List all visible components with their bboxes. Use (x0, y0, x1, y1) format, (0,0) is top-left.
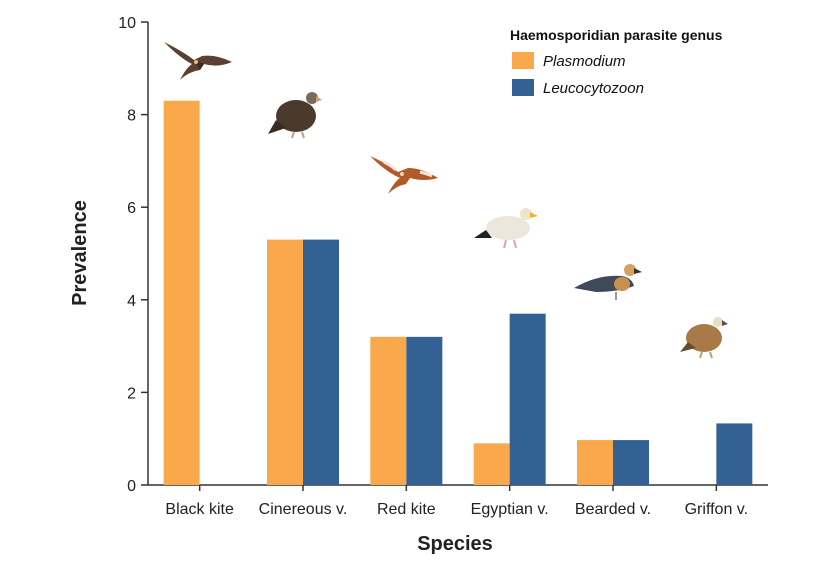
bar-plasmodium-cinereous-v (267, 239, 303, 485)
x-axis-title: Species (417, 533, 493, 555)
y-tick-label: 10 (118, 15, 136, 32)
x-tick-label-griffon-v: Griffon v. (685, 501, 748, 518)
griffon-vulture-bird-icon (680, 317, 728, 359)
cinereous-vulture-bird-icon (268, 92, 322, 139)
red-kite-bird-icon (370, 156, 438, 194)
bar-leucocytozoon-griffon-v (716, 423, 753, 485)
bar-plasmodium-red-kite (370, 336, 407, 485)
bar-leucocytozoon-red-kite (406, 336, 443, 485)
bar-plasmodium-bearded-v (577, 440, 613, 485)
y-axis-title: Prevalence (69, 200, 91, 306)
bar-plasmodium-egyptian-v (473, 443, 510, 485)
y-tick-label: 2 (127, 385, 136, 402)
legend-label-leucocytozoon: Leucocytozoon (543, 80, 644, 97)
bars (163, 100, 753, 486)
legend-swatch-plasmodium (512, 52, 534, 69)
egyptian-vulture-bird-icon (474, 208, 538, 249)
x-tick-label-red-kite: Red kite (377, 501, 436, 518)
y-tick-label: 6 (127, 200, 136, 217)
y-tick-label: 0 (127, 478, 136, 495)
bar-leucocytozoon-cinereous-v (303, 239, 339, 485)
x-tick-label-black-kite: Black kite (165, 501, 234, 518)
y-tick-label: 4 (127, 293, 136, 310)
black-kite-bird-icon (164, 42, 232, 80)
legend: Haemosporidian parasite genus Plasmodium… (510, 27, 723, 97)
y-tick-label: 8 (127, 108, 136, 125)
x-tick-label-cinereous-v: Cinereous v. (259, 501, 348, 518)
y-ticks: 0 2 4 6 8 10 (118, 15, 148, 495)
x-ticks: Black kite Cinereous v. Red kite Egyptian v… (165, 485, 748, 518)
legend-swatch-leucocytozoon (512, 79, 534, 96)
bar-leucocytozoon-bearded-v (613, 440, 649, 485)
legend-title: Haemosporidian parasite genus (510, 27, 723, 43)
x-tick-label-egyptian-v: Egyptian v. (471, 501, 549, 518)
bar-leucocytozoon-egyptian-v (509, 313, 546, 485)
bearded-vulture-bird-icon (574, 264, 642, 300)
legend-label-plasmodium: Plasmodium (543, 53, 626, 70)
x-tick-label-bearded-v: Bearded v. (575, 501, 651, 518)
bar-plasmodium-black-kite (163, 100, 200, 486)
